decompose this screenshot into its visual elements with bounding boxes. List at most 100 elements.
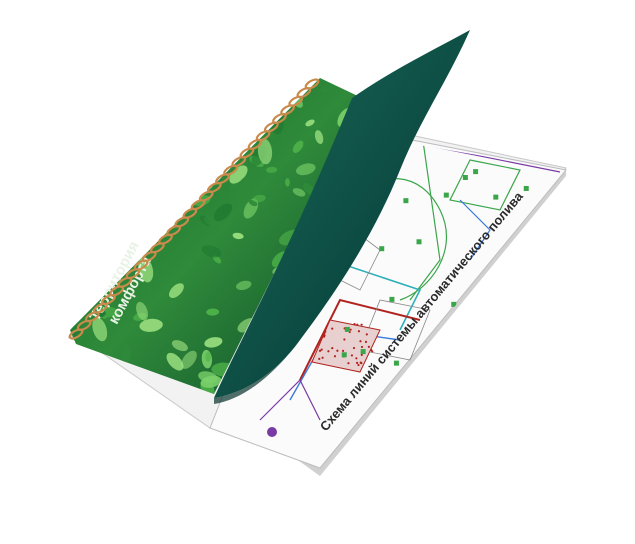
- leaf: [292, 140, 304, 153]
- leaf: [90, 170, 102, 185]
- sprinkler-symbol: [360, 349, 366, 355]
- plan-dot: [353, 323, 356, 326]
- plan-dot: [371, 350, 374, 353]
- leaf: [92, 317, 108, 342]
- leaf: [70, 134, 83, 143]
- plan-dot: [323, 332, 326, 335]
- leaf: [305, 119, 315, 127]
- sprinkler-symbol: [513, 309, 519, 315]
- plan-dot: [360, 353, 363, 356]
- leaf: [106, 150, 120, 165]
- plan-dot: [352, 346, 356, 350]
- leaf: [204, 337, 223, 348]
- plan-line: [259, 378, 321, 421]
- sprinkler-symbol: [493, 194, 499, 200]
- leaf: [266, 166, 278, 173]
- leaf: [77, 193, 94, 203]
- leaf: [104, 166, 120, 184]
- plan-line: [449, 159, 521, 211]
- plan-dot: [357, 363, 360, 367]
- valve-symbol: [267, 427, 277, 437]
- plan-dot: [327, 350, 330, 353]
- leaf: [260, 97, 275, 112]
- leaf: [201, 245, 222, 258]
- leaf: [229, 165, 248, 184]
- leaf: [137, 129, 148, 137]
- plan-dot: [343, 338, 346, 341]
- leaf: [237, 177, 251, 201]
- leaf: [70, 385, 79, 394]
- leaf: [206, 308, 220, 316]
- leaf: [98, 195, 117, 215]
- leaf: [134, 152, 147, 165]
- plan-dot: [333, 355, 337, 358]
- leaf: [104, 316, 120, 325]
- sprinkler-symbol: [344, 326, 350, 332]
- sprinkler-symbol: [379, 246, 385, 252]
- leaf: [138, 256, 154, 283]
- plan-dot: [331, 327, 334, 330]
- leaf: [88, 372, 100, 381]
- leaf: [74, 270, 83, 280]
- plan-line: [459, 199, 491, 261]
- leaf: [94, 261, 103, 276]
- leaf: [88, 125, 103, 139]
- leaf: [90, 96, 100, 107]
- plan-dot: [359, 361, 362, 364]
- sprinkler-symbol: [473, 169, 479, 175]
- leaf: [70, 185, 78, 205]
- plan-dot: [336, 349, 339, 352]
- leaf: [136, 301, 148, 321]
- irrigation-plan-drawing: [259, 130, 561, 437]
- sprinkler-symbol: [526, 269, 532, 275]
- sprinkler-symbol: [341, 352, 347, 358]
- leaf: [320, 87, 330, 93]
- leaf: [90, 218, 105, 228]
- leaf: [90, 366, 112, 384]
- leaf: [92, 189, 102, 196]
- leaf: [267, 80, 291, 94]
- leaf: [232, 232, 244, 240]
- sprinkler-symbol: [517, 370, 523, 376]
- plan-dot: [367, 345, 370, 348]
- leaf: [240, 97, 253, 107]
- plan-line: [409, 130, 441, 301]
- leaf: [82, 153, 92, 171]
- leaf: [121, 345, 131, 363]
- cover-page-curl-shadow: [214, 340, 300, 404]
- leaf: [213, 203, 233, 222]
- leaf: [128, 167, 150, 182]
- sprinkler-symbol: [443, 192, 449, 198]
- plan-dot: [347, 362, 350, 365]
- leaf: [139, 120, 151, 136]
- leaf: [155, 142, 162, 150]
- sprinkler-symbol: [416, 239, 422, 245]
- leaf: [292, 188, 306, 197]
- leaf: [295, 163, 316, 176]
- sprinkler-symbol: [523, 185, 529, 191]
- leaf: [166, 352, 184, 371]
- plan-dot: [324, 330, 327, 333]
- leaf: [204, 147, 212, 160]
- leaf: [108, 78, 132, 88]
- plan-dot: [323, 335, 326, 338]
- leaf: [100, 357, 112, 378]
- leaf: [152, 269, 162, 288]
- leaf: [87, 111, 99, 119]
- leaf: [88, 352, 100, 371]
- plan-dot: [320, 348, 323, 351]
- leaf: [146, 188, 160, 198]
- plan-bed: [311, 319, 381, 373]
- leaf: [139, 318, 163, 332]
- sprinkler-symbol: [527, 321, 533, 327]
- leaf: [236, 280, 252, 290]
- plan-dot: [318, 357, 321, 361]
- plan-dot: [350, 354, 354, 357]
- plan-dot: [359, 340, 362, 343]
- leaf: [285, 178, 290, 187]
- leaf: [95, 234, 101, 243]
- plan-dot: [365, 333, 368, 336]
- sprinkler-symbol: [393, 360, 399, 366]
- plan-dot: [357, 330, 361, 333]
